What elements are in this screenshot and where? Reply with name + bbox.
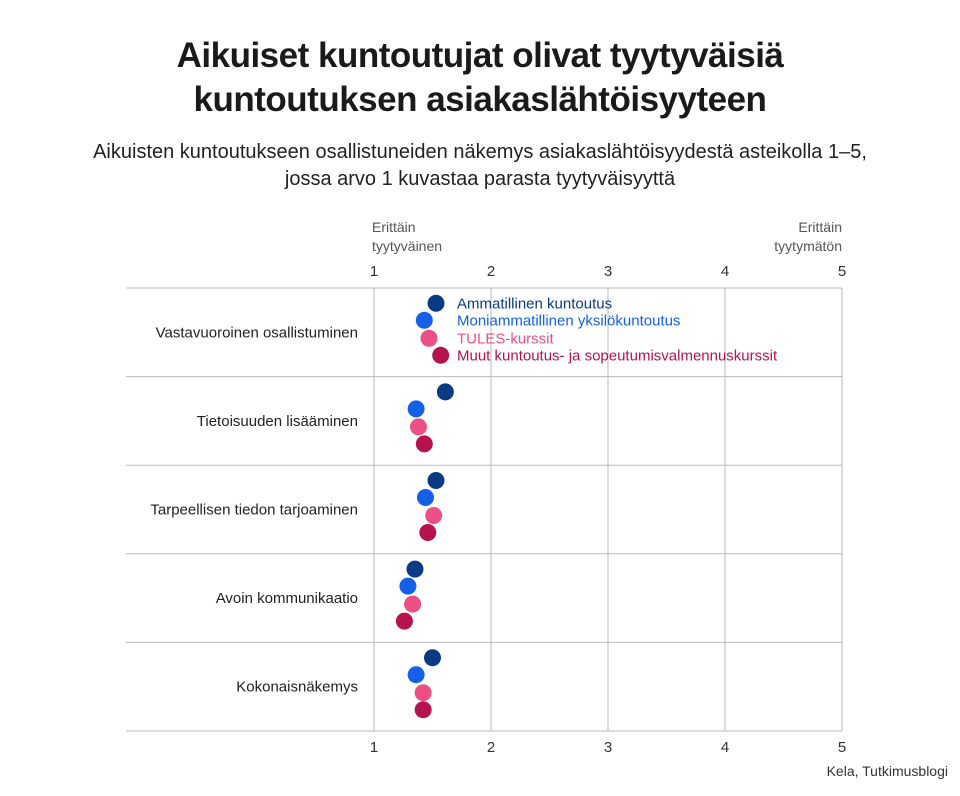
data-point [420, 329, 438, 347]
data-point [419, 524, 437, 541]
data-point [427, 472, 445, 489]
x-tick-label-bottom: 3 [604, 739, 612, 756]
data-point [416, 489, 434, 506]
x-end-label-right-line1: Erittäin [798, 219, 842, 235]
legend-entry: TULES-kurssit [457, 330, 555, 347]
x-tick-label-top: 5 [838, 263, 846, 280]
data-point [407, 666, 425, 684]
data-point [407, 400, 425, 418]
category-label: Avoin kommunikaatio [216, 590, 358, 607]
chart-title: Aikuiset kuntoutujat olivat tyytyväisiä … [0, 34, 960, 122]
category-label: Tietoisuuden lisääminen [197, 413, 358, 430]
data-point [395, 612, 413, 630]
x-tick-label-bottom: 2 [487, 739, 495, 756]
x-tick-label-bottom: 5 [838, 739, 846, 756]
x-tick-label-top: 4 [721, 263, 729, 280]
category-label: Vastavuoroinen osallistuminen [156, 324, 358, 341]
data-point [399, 577, 417, 595]
data-point [409, 418, 427, 436]
x-end-label-left-line1: Erittäin [372, 219, 416, 235]
x-tick-label-top: 2 [487, 263, 495, 280]
data-point [415, 435, 433, 453]
data-point [432, 346, 450, 364]
legend-entry: Ammatillinen kuntoutus [457, 295, 612, 312]
x-tick-label-top: 1 [370, 263, 378, 280]
subtitle-line-1: Aikuisten kuntoutukseen osallistuneiden … [93, 141, 867, 163]
chart-subtitle: Aikuisten kuntoutukseen osallistuneiden … [0, 139, 960, 193]
data-point [414, 701, 432, 719]
x-end-label-left-line2: tyytyväinen [372, 238, 442, 254]
data-point [404, 595, 422, 613]
data-point [427, 294, 445, 312]
category-label: Tarpeellisen tiedon tarjoaminen [150, 502, 358, 519]
subtitle-line-2: jossa arvo 1 kuvastaa parasta tyytyväisy… [284, 168, 676, 190]
data-point [406, 560, 424, 578]
x-tick-label-bottom: 4 [721, 739, 729, 756]
data-point [436, 383, 454, 401]
legend-entry: Moniammatillinen yksilökuntoutus [457, 312, 680, 329]
category-label: Kokonaisnäkemys [236, 679, 358, 696]
x-end-label-right-line2: tyytymätön [774, 238, 842, 254]
data-point [425, 507, 443, 524]
data-point [415, 311, 433, 329]
source-credit: Kela, Tutkimusblogi [826, 763, 948, 779]
x-tick-label-top: 3 [604, 263, 612, 280]
data-point [424, 649, 441, 667]
data-point [414, 684, 432, 702]
x-tick-label-bottom: 1 [370, 739, 378, 756]
title-line-1: Aikuiset kuntoutujat olivat tyytyväisiä [176, 36, 784, 75]
title-line-2: kuntoutuksen asiakaslähtöisyyteen [193, 80, 767, 119]
legend-entry: Muut kuntoutus- ja sopeutumisvalmennusku… [457, 347, 778, 364]
